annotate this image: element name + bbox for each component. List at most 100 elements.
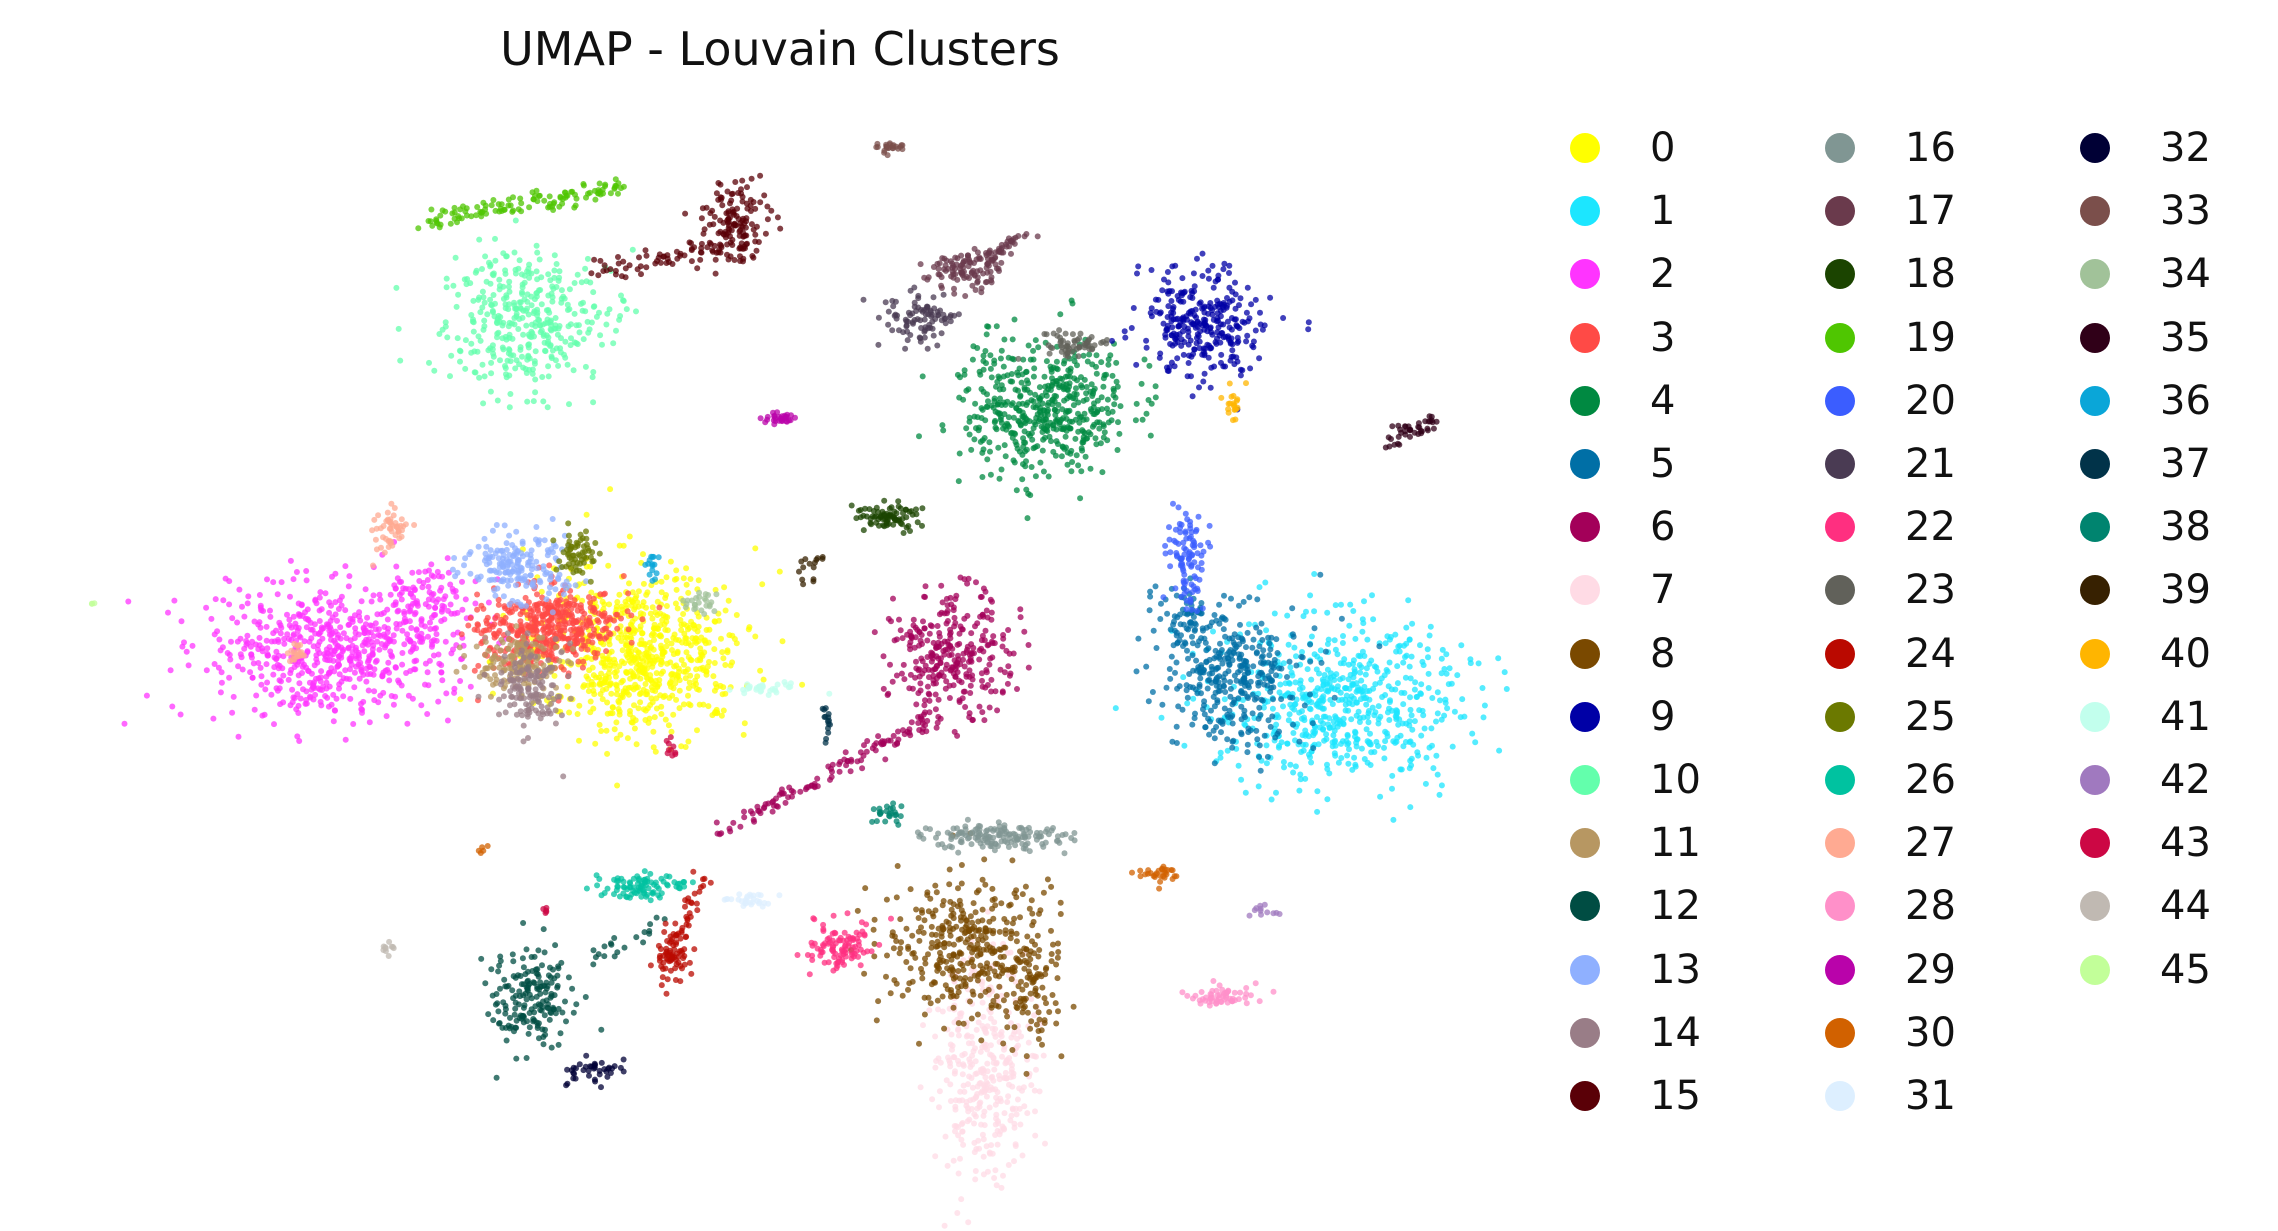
- scatter-point: [1005, 354, 1012, 361]
- scatter-point: [788, 787, 795, 794]
- scatter-point: [1024, 399, 1031, 406]
- scatter-point: [998, 402, 1005, 408]
- scatter-point: [178, 618, 185, 625]
- scatter-point: [263, 661, 270, 668]
- scatter-point: [600, 613, 607, 620]
- scatter-point: [540, 398, 547, 405]
- scatter-point: [1205, 267, 1212, 274]
- scatter-point: [871, 916, 878, 923]
- scatter-point: [667, 679, 674, 686]
- scatter-point: [1394, 663, 1401, 670]
- scatter-point: [1297, 677, 1304, 684]
- scatter-point: [967, 682, 974, 689]
- scatter-point: [1196, 638, 1202, 645]
- scatter-point: [919, 373, 926, 380]
- scatter-point: [1267, 723, 1274, 730]
- scatter-point: [284, 611, 290, 618]
- scatter-point: [950, 975, 957, 982]
- scatter-point: [1055, 949, 1062, 955]
- scatter-point: [957, 1155, 963, 1162]
- scatter-point: [1180, 314, 1187, 321]
- scatter-point: [1025, 642, 1032, 648]
- scatter-point: [284, 631, 291, 638]
- scatter-point: [340, 693, 347, 700]
- scatter-point: [1028, 464, 1035, 470]
- scatter-point: [1280, 759, 1287, 765]
- scatter-point: [444, 555, 451, 562]
- scatter-point: [697, 649, 704, 656]
- scatter-point: [1218, 359, 1224, 366]
- scatter-point: [596, 721, 603, 728]
- scatter-point: [1172, 669, 1178, 676]
- scatter-point: [1376, 679, 1383, 686]
- scatter-point: [671, 663, 678, 670]
- scatter-point: [250, 660, 257, 667]
- scatter-point: [557, 627, 564, 634]
- scatter-point: [226, 651, 233, 658]
- scatter-point: [893, 980, 900, 987]
- scatter-point: [968, 1015, 975, 1022]
- scatter-point: [635, 705, 642, 712]
- scatter-point: [1046, 1009, 1053, 1015]
- scatter-point: [606, 674, 612, 681]
- scatter-point: [628, 597, 635, 604]
- scatter-point: [933, 644, 940, 651]
- scatter-point: [1169, 738, 1176, 745]
- scatter-point: [714, 830, 721, 837]
- scatter-point: [1249, 644, 1256, 651]
- scatter-point: [883, 973, 889, 980]
- scatter-point: [986, 965, 993, 972]
- scatter-point: [484, 614, 491, 621]
- scatter-point: [670, 711, 677, 718]
- scatter-point: [1315, 741, 1322, 748]
- scatter-point: [1045, 382, 1052, 389]
- scatter-point: [1184, 647, 1190, 654]
- scatter-point: [1475, 660, 1482, 667]
- scatter-point: [583, 511, 590, 518]
- scatter-point: [1382, 692, 1389, 698]
- scatter-point: [603, 727, 610, 734]
- scatter-point: [1011, 1124, 1018, 1131]
- scatter-point: [438, 584, 445, 591]
- scatter-point: [917, 637, 924, 644]
- scatter-point: [1115, 419, 1121, 426]
- scatter-point: [432, 611, 439, 618]
- scatter-point: [918, 907, 925, 914]
- scatter-point: [1308, 633, 1315, 640]
- scatter-point: [318, 606, 325, 613]
- scatter-point: [1058, 1053, 1065, 1060]
- scatter-point: [911, 644, 918, 651]
- scatter-point: [640, 551, 646, 558]
- scatter-point: [1206, 731, 1213, 738]
- scatter-point: [361, 648, 368, 655]
- scatter-point: [607, 486, 614, 493]
- scatter-point: [403, 670, 410, 676]
- scatter-point: [1153, 645, 1160, 651]
- scatter-point: [399, 661, 406, 668]
- scatter-point: [979, 1131, 986, 1138]
- scatter-point: [415, 569, 422, 576]
- scatter-point: [939, 970, 946, 977]
- scatter-point: [585, 638, 592, 645]
- scatter-point: [1251, 696, 1258, 703]
- scatter-point: [1185, 333, 1192, 340]
- scatter-point: [618, 658, 625, 665]
- scatter-point: [1261, 732, 1268, 739]
- scatter-point: [991, 419, 998, 426]
- scatter-point: [1036, 384, 1043, 391]
- scatter-point: [459, 578, 465, 585]
- scatter-point: [1330, 732, 1337, 739]
- scatter-point: [1094, 409, 1101, 415]
- scatter-point: [979, 1023, 986, 1029]
- scatter-point: [972, 1045, 978, 1052]
- scatter-point: [1034, 402, 1041, 409]
- scatter-point: [1133, 361, 1140, 368]
- scatter-point: [731, 636, 738, 642]
- scatter-point: [267, 613, 274, 620]
- scatter-point: [1290, 633, 1297, 640]
- scatter-point: [696, 686, 702, 693]
- scatter-point: [1334, 723, 1341, 730]
- scatter-point: [544, 639, 551, 646]
- scatter-point: [727, 828, 734, 835]
- scatter-point: [1419, 707, 1426, 714]
